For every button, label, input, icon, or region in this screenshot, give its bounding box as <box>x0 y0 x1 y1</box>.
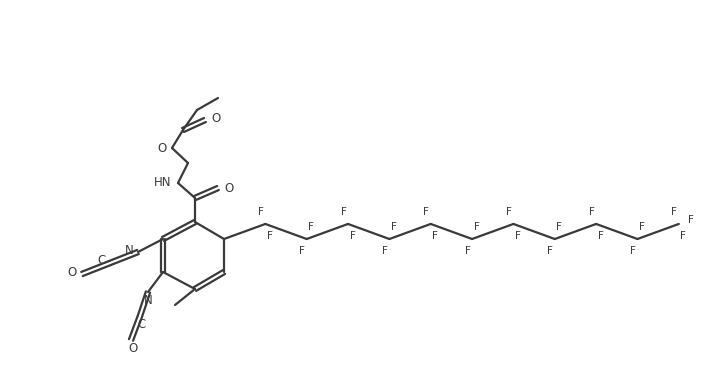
Text: F: F <box>340 207 347 217</box>
Text: O: O <box>129 341 137 354</box>
Text: F: F <box>598 231 603 241</box>
Text: F: F <box>308 222 314 232</box>
Text: HN: HN <box>154 175 171 189</box>
Text: N: N <box>144 293 152 306</box>
Text: F: F <box>258 207 264 217</box>
Text: F: F <box>556 222 562 232</box>
Text: F: F <box>267 231 272 241</box>
Text: F: F <box>473 222 480 232</box>
Text: F: F <box>548 246 553 256</box>
Text: F: F <box>639 222 645 232</box>
Text: F: F <box>680 231 686 241</box>
Text: N: N <box>125 243 134 257</box>
Text: F: F <box>465 246 470 256</box>
Text: F: F <box>688 215 694 225</box>
Text: F: F <box>506 207 512 217</box>
Text: F: F <box>391 222 397 232</box>
Text: F: F <box>433 231 438 241</box>
Text: C: C <box>98 255 106 268</box>
Text: F: F <box>671 207 677 217</box>
Text: F: F <box>515 231 521 241</box>
Text: O: O <box>158 142 167 156</box>
Text: F: F <box>350 231 355 241</box>
Text: C: C <box>138 318 146 331</box>
Text: F: F <box>382 246 388 256</box>
Text: O: O <box>224 182 233 195</box>
Text: F: F <box>588 207 595 217</box>
Text: F: F <box>630 246 636 256</box>
Text: O: O <box>211 111 220 124</box>
Text: F: F <box>423 207 429 217</box>
Text: O: O <box>68 265 77 278</box>
Text: F: F <box>300 246 305 256</box>
